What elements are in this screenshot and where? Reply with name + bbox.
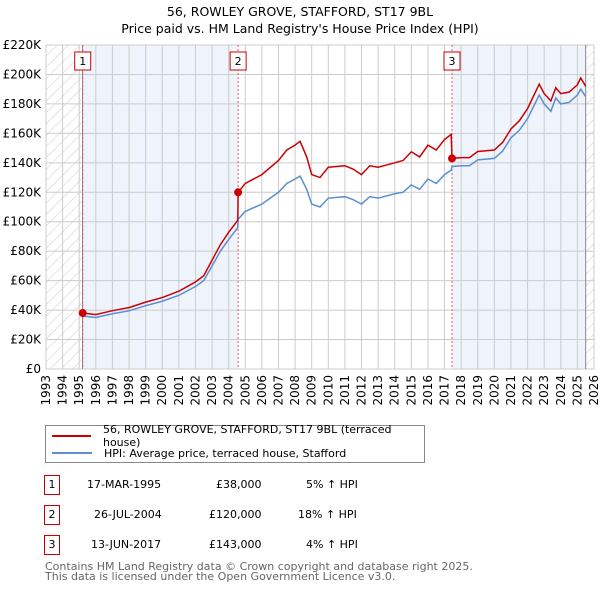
footer-line-2: This data is licensed under the Open Gov… xyxy=(45,570,396,583)
y-tick-label: £120K xyxy=(3,185,43,199)
sale-row: 1 17-MAR-1995 £38,000 5% ↑ HPI xyxy=(44,475,444,495)
x-tick-label: 2023 xyxy=(537,375,551,406)
sale-price: £120,000 xyxy=(209,508,262,521)
legend-label: HPI: Average price, terraced house, Staf… xyxy=(104,446,347,460)
x-tick-label: 2000 xyxy=(155,375,169,406)
x-tick-label: 2005 xyxy=(238,375,252,406)
sale-point xyxy=(448,154,457,163)
x-tick-label: 2015 xyxy=(404,375,418,406)
legend-swatch-blue xyxy=(52,452,92,454)
x-tick-label: 2010 xyxy=(321,375,335,406)
y-tick-label: £40K xyxy=(10,303,42,317)
sale-marker-box xyxy=(74,51,92,71)
x-tick-label: 2004 xyxy=(222,375,236,406)
x-tick-label: 2012 xyxy=(355,375,369,406)
sale-marker: 1 xyxy=(44,475,60,495)
sale-date: 17-MAR-1995 xyxy=(87,478,162,491)
x-tick-label: 1999 xyxy=(139,375,153,406)
x-tick-label: 2022 xyxy=(521,375,535,406)
x-tick-label: 2021 xyxy=(504,375,518,406)
y-tick-label: £140K xyxy=(3,156,43,170)
x-tick-label: 2002 xyxy=(188,375,202,406)
x-tick-label: 1998 xyxy=(122,375,136,406)
legend-label: 56, ROWLEY GROVE, STAFFORD, ST17 9BL (te… xyxy=(102,423,392,449)
x-tick-label: 2026 xyxy=(587,375,600,406)
x-tick-label: 2018 xyxy=(454,375,468,406)
sale-date: 26-JUL-2004 xyxy=(94,508,162,521)
sale-hpi: 18% ↑ HPI xyxy=(298,508,357,521)
sale-marker: 3 xyxy=(44,535,60,555)
y-tick-label: £20K xyxy=(10,333,42,347)
sale-row: 3 13-JUN-2017 £143,000 4% ↑ HPI xyxy=(44,535,444,555)
x-tick-label: 1994 xyxy=(56,375,70,406)
x-tick-label: 1993 xyxy=(39,375,53,406)
x-tick-label: 2003 xyxy=(205,375,219,406)
legend-swatch-red xyxy=(52,435,91,437)
ownership-shade xyxy=(452,45,586,369)
sale-hpi: 4% ↑ HPI xyxy=(306,538,358,551)
sale-date: 13-JUN-2017 xyxy=(91,538,162,551)
sale-marker-box xyxy=(443,51,461,71)
chart-subtitle: Price paid vs. HM Land Registry's House … xyxy=(121,21,479,36)
legend: 56, ROWLEY GROVE, STAFFORD, ST17 9BL (te… xyxy=(45,423,425,463)
x-tick-label: 2016 xyxy=(421,375,435,406)
x-tick-label: 2019 xyxy=(471,375,485,406)
sale-marker-label: 3 xyxy=(449,55,456,68)
x-tick-label: 2017 xyxy=(438,375,452,406)
sale-price: £38,000 xyxy=(216,478,262,491)
hpi-line xyxy=(82,87,587,319)
chart-title: 56, ROWLEY GROVE, STAFFORD, ST17 9BL xyxy=(166,4,434,19)
sale-marker: 2 xyxy=(44,505,60,525)
sale-point xyxy=(78,309,87,318)
x-tick-label: 2008 xyxy=(288,375,302,406)
x-tick-label: 2009 xyxy=(305,375,319,406)
x-tick-label: 1995 xyxy=(72,375,86,406)
hatched-no-data-region xyxy=(46,45,83,369)
y-tick-label: £0 xyxy=(26,362,41,376)
sale-row: 2 26-JUL-2004 £120,000 18% ↑ HPI xyxy=(44,505,444,525)
hatched-no-data-region xyxy=(585,45,594,369)
price-paid-line xyxy=(82,76,587,316)
x-tick-label: 2020 xyxy=(487,375,501,406)
x-tick-label: 2001 xyxy=(172,375,186,406)
y-tick-label: £60K xyxy=(10,274,42,288)
y-tick-label: £160K xyxy=(3,126,43,140)
sale-marker-label: 2 xyxy=(235,55,242,68)
sale-price: £143,000 xyxy=(209,538,262,551)
y-tick-label: £200K xyxy=(3,67,43,81)
x-tick-label: 2007 xyxy=(271,375,285,406)
x-tick-label: 2006 xyxy=(255,375,269,406)
y-tick-label: £100K xyxy=(3,215,43,229)
y-tick-label: £80K xyxy=(10,244,42,258)
x-tick-label: 2025 xyxy=(570,375,584,406)
ownership-shade xyxy=(82,45,239,369)
x-tick-label: 1996 xyxy=(89,375,103,406)
legend-item-hpi: HPI: Average price, terraced house, Staf… xyxy=(46,445,346,461)
sale-marker-box xyxy=(229,51,247,71)
sale-marker-label: 1 xyxy=(79,55,86,68)
footer: Contains HM Land Registry data © Crown c… xyxy=(45,560,473,583)
sale-point xyxy=(234,188,243,197)
x-tick-label: 2011 xyxy=(338,375,352,406)
x-tick-label: 2013 xyxy=(371,375,385,406)
x-tick-label: 2014 xyxy=(388,375,402,406)
x-tick-label: 1997 xyxy=(105,375,119,406)
y-tick-label: £220K xyxy=(3,38,43,52)
sale-hpi: 5% ↑ HPI xyxy=(306,478,358,491)
plot-area: 1993 1994 1995 1996 1997 1998 1999 2000 2001 2002… xyxy=(3,38,600,406)
legend-item-price: 56, ROWLEY GROVE, STAFFORD, ST17 9BL (te… xyxy=(46,423,424,449)
footer-line-1: Contains HM Land Registry data © Crown c… xyxy=(45,560,473,573)
y-tick-label: £180K xyxy=(3,97,43,111)
x-tick-label: 2024 xyxy=(554,375,568,406)
